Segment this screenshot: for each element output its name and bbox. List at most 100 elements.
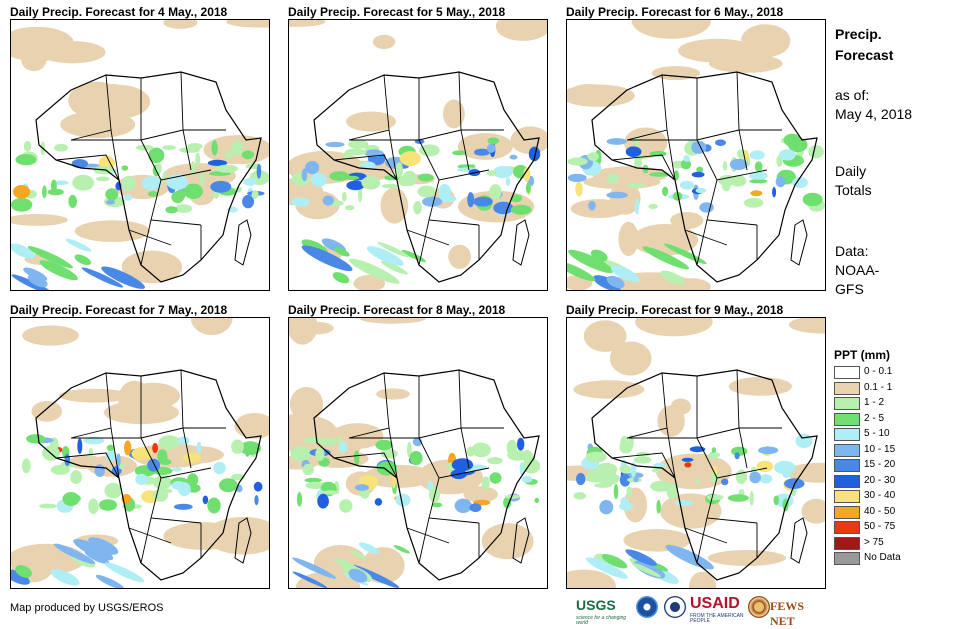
precip-cell [471, 442, 491, 458]
precip-cell [510, 194, 523, 203]
precip-cell [173, 503, 193, 510]
precip-cell [158, 435, 180, 450]
precip-cell [88, 498, 99, 515]
forecast-panel: Daily Precip. Forecast for 7 May., 2018 [10, 302, 270, 592]
precip-cell [187, 473, 199, 487]
precip-cell [124, 440, 132, 456]
country-border [738, 129, 748, 171]
precip-streak [104, 562, 145, 583]
daily-totals-line1: Daily [835, 163, 867, 179]
legend-swatch [834, 397, 860, 410]
precip-cell [691, 171, 705, 178]
precip-patch-light [74, 220, 150, 242]
country-border [627, 427, 740, 439]
precip-patch-light [31, 400, 63, 422]
precip-cell [417, 185, 436, 198]
precip-cell [105, 200, 115, 205]
precip-cell [310, 172, 327, 187]
precip-cell [486, 143, 496, 153]
precip-cell [116, 453, 121, 468]
precip-streak [27, 246, 74, 269]
precip-streak [27, 274, 48, 288]
precip-cell [153, 475, 172, 490]
precip-cell [321, 490, 340, 495]
as-of-block: as of: May 4, 2018 [835, 86, 912, 124]
precip-patch-light [372, 34, 396, 49]
precip-patch-light [570, 84, 607, 99]
precip-cell [489, 184, 502, 200]
country-border [406, 527, 450, 544]
country-border [611, 452, 676, 479]
legend-label: 0.1 - 1 [864, 381, 893, 393]
precip-cell [104, 482, 123, 499]
precip-streak [53, 543, 96, 565]
precip-cell [487, 137, 499, 145]
africa-precip-map [566, 19, 826, 291]
panel-title: Daily Precip. Forecast for 6 May., 2018 [566, 5, 784, 19]
precip-streak [585, 557, 628, 579]
precip-patch-light [728, 377, 792, 396]
africa-precip-map [566, 317, 826, 589]
precip-cell [699, 202, 714, 213]
precip-cell [241, 150, 254, 160]
precip-cell [474, 148, 490, 156]
country-border [666, 427, 676, 479]
precip-cell [735, 469, 747, 484]
precip-streak [348, 568, 368, 583]
legend-label: > 75 [864, 536, 884, 548]
precip-cell [346, 180, 365, 191]
precip-streak [665, 544, 714, 570]
precip-cell [596, 462, 618, 476]
precip-cell [319, 437, 337, 446]
precip-cell [135, 473, 148, 486]
country-border [180, 71, 226, 131]
precip-cell [792, 177, 808, 188]
precip-cell [487, 457, 503, 465]
country-border [458, 369, 504, 429]
precip-cell [772, 187, 777, 198]
precip-cell [301, 168, 308, 182]
precip-streak [74, 254, 92, 266]
legend-item: 5 - 10 [834, 426, 944, 442]
precip-cell [207, 497, 221, 514]
precip-streak [590, 249, 608, 262]
precip-cell [344, 148, 367, 156]
precip-patch-light [297, 321, 334, 335]
side-title-line1: Precip. [835, 26, 882, 42]
precip-cell [749, 471, 761, 484]
legend-item: 40 - 50 [834, 504, 944, 520]
usgs-logo-text: USGS [576, 597, 616, 613]
map-canvas [289, 318, 541, 588]
legend-swatch [834, 552, 860, 565]
country-border [140, 517, 152, 564]
precip-cell [253, 481, 263, 492]
precip-cell [493, 165, 513, 179]
precip-cell [599, 500, 614, 515]
precip-cell [619, 502, 634, 511]
precip-streak [11, 274, 54, 290]
precip-cell [473, 196, 493, 207]
precip-cell [291, 197, 311, 207]
precip-cell [684, 462, 692, 468]
precip-cell [510, 204, 532, 215]
precip-cell [177, 436, 190, 445]
precip-streak [95, 574, 125, 588]
precip-cell [419, 144, 440, 157]
precip-cell [305, 160, 320, 175]
precip-patch-light [11, 214, 68, 226]
precip-patch-light [583, 320, 627, 352]
precip-cell [243, 178, 257, 186]
precip-cell [672, 191, 683, 201]
legend-swatch [834, 381, 860, 395]
precip-cell [190, 160, 196, 177]
country-border [418, 219, 430, 266]
country-border [406, 229, 450, 246]
precip-cell [413, 201, 422, 215]
precip-streak [663, 243, 707, 265]
precip-cell [83, 436, 105, 445]
precip-cell [407, 441, 412, 458]
forecast-panel: Daily Precip. Forecast for 5 May., 2018 [288, 4, 548, 294]
daily-totals-block: Daily Totals [835, 162, 872, 200]
precip-patch-light [788, 318, 825, 334]
precip-streak [631, 562, 661, 578]
